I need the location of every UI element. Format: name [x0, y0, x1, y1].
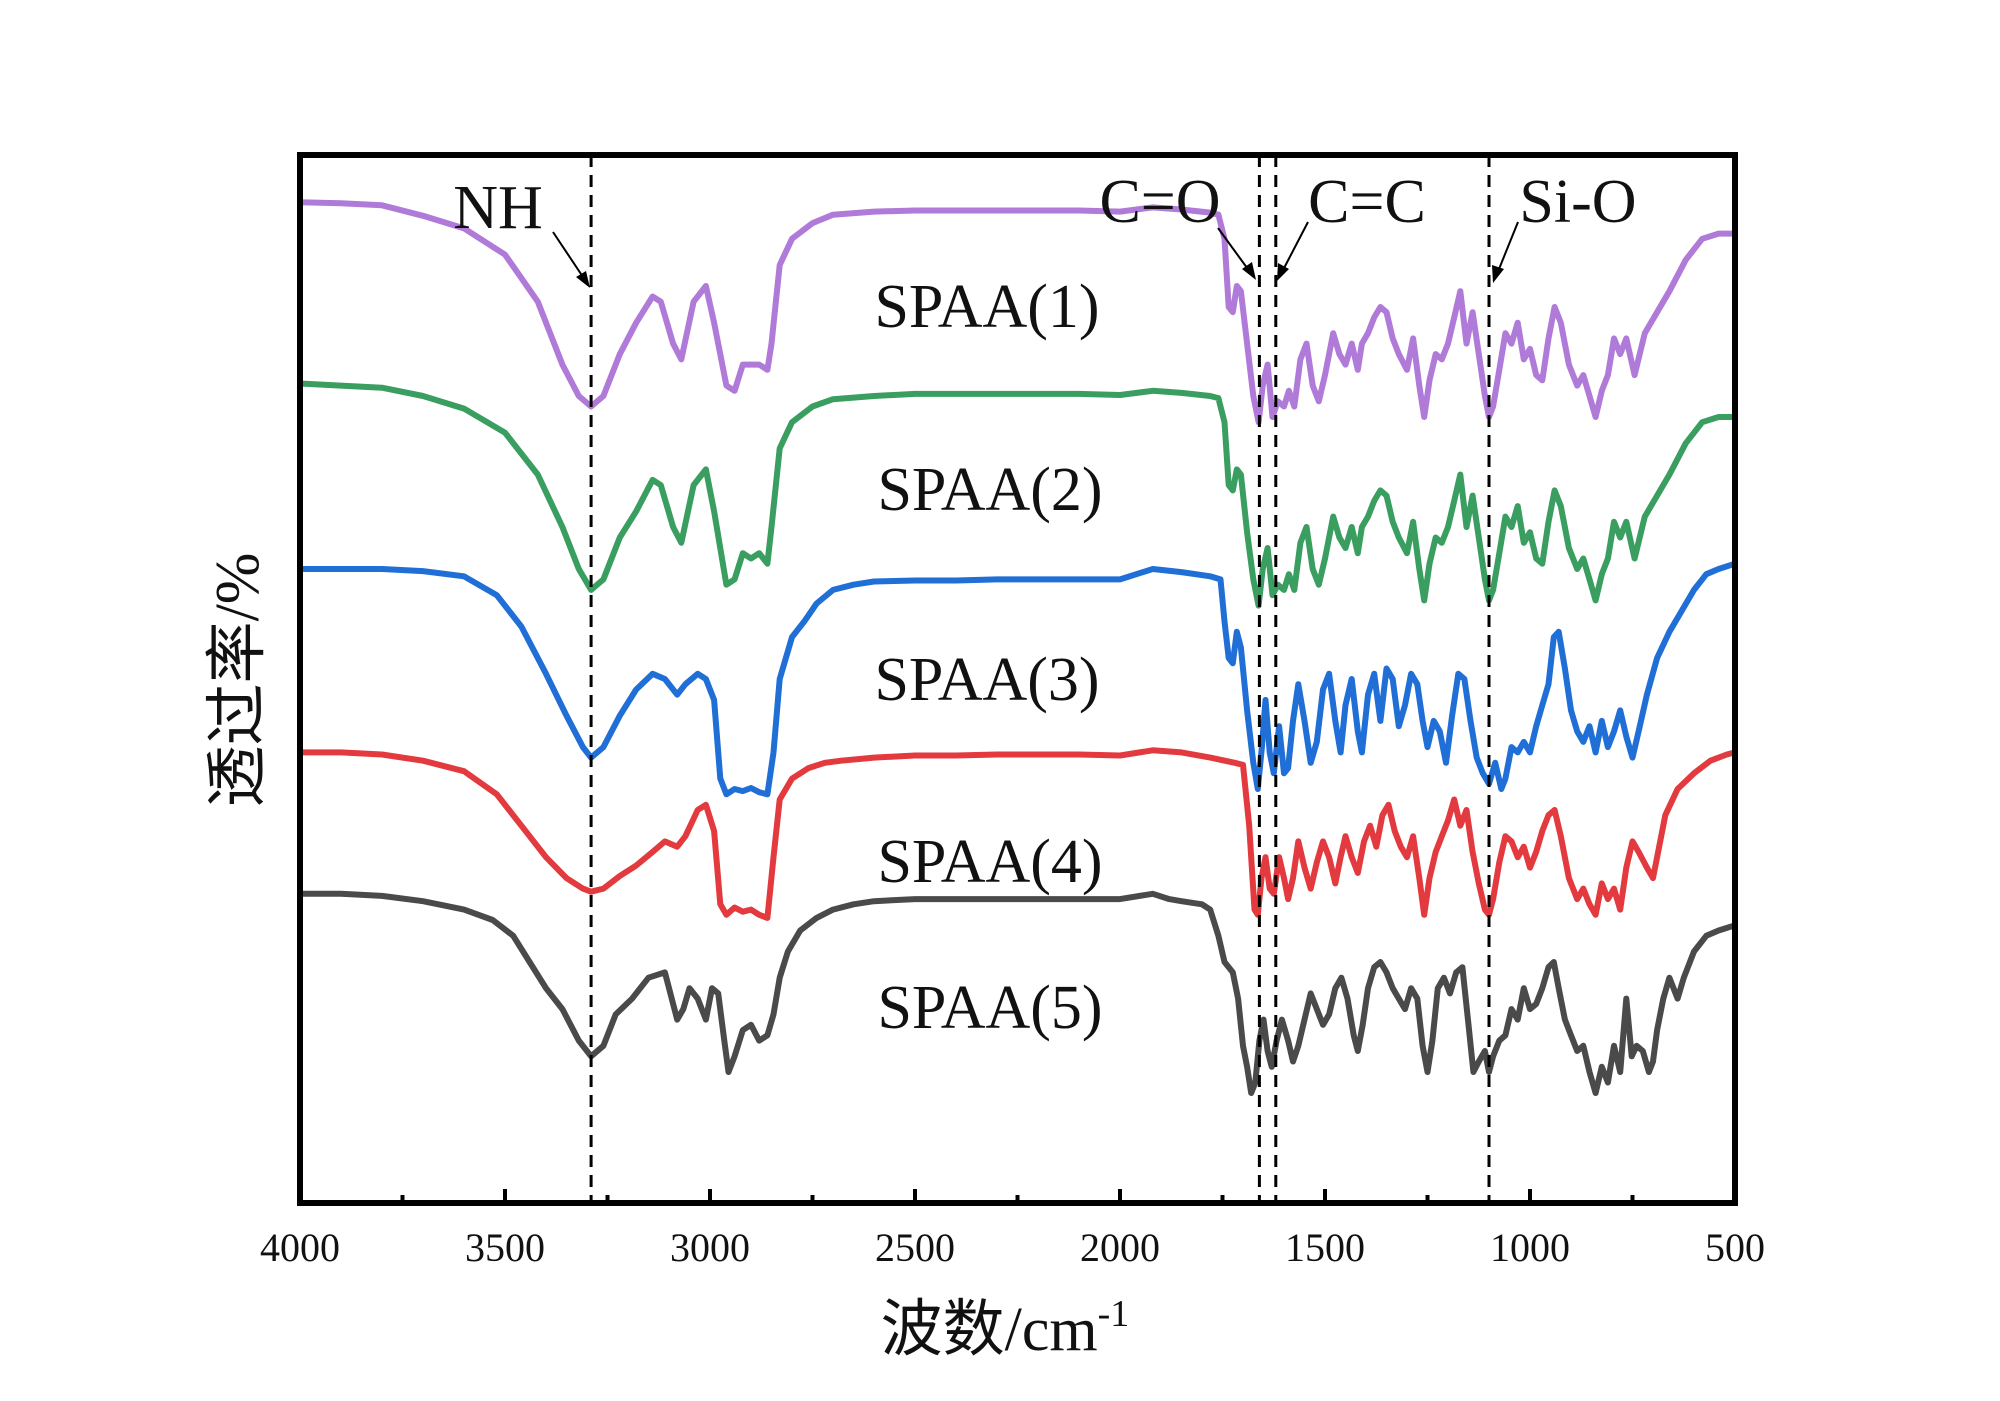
band-annotations: NH C=O C=C Si-O — [453, 168, 1637, 288]
series-labels: SPAA(1) SPAA(2) SPAA(3) SPAA(4) SPAA(5) — [874, 273, 1102, 1042]
series-line-5 — [297, 890, 1738, 1096]
arrow-si-o — [1496, 221, 1519, 275]
arrow-c-c — [1281, 221, 1309, 273]
series-line-1 — [297, 199, 1738, 426]
band-label-c-o: C=O — [1099, 168, 1220, 236]
arrow-c-o — [1217, 227, 1251, 273]
series-line-3 — [297, 560, 1738, 798]
series-label-5: SPAA(5) — [877, 974, 1102, 1042]
x-tick-label-500: 500 — [1705, 1225, 1765, 1270]
series-label-2: SPAA(2) — [877, 456, 1102, 524]
reference-lines — [589, 155, 1491, 1203]
x-axis-ticks: 4000 3500 3000 2500 2000 1500 1000 500 — [260, 1189, 1765, 1270]
series-label-1: SPAA(1) — [874, 273, 1099, 341]
series-line-4 — [297, 747, 1738, 921]
arrow-nh — [552, 231, 586, 281]
arrowhead-c-c — [1277, 263, 1289, 281]
series-label-4: SPAA(4) — [877, 828, 1102, 896]
x-tick-label-1000: 1000 — [1490, 1225, 1570, 1270]
series-label-3: SPAA(3) — [874, 646, 1099, 714]
x-tick-label-3000: 3000 — [670, 1225, 750, 1270]
x-tick-label-2000: 2000 — [1080, 1225, 1160, 1270]
band-label-nh: NH — [453, 174, 543, 242]
y-axis-title: 透过率/% — [204, 553, 272, 808]
arrowhead-si-o — [1492, 265, 1504, 283]
x-tick-label-1500: 1500 — [1285, 1225, 1365, 1270]
x-axis-title-exponent: -1 — [1098, 1293, 1130, 1335]
arrowhead-c-o — [1242, 262, 1256, 280]
series-line-2 — [297, 380, 1738, 609]
band-label-si-o: Si-O — [1519, 168, 1636, 236]
x-tick-label-2500: 2500 — [875, 1225, 955, 1270]
band-label-c-c: C=C — [1308, 168, 1426, 236]
x-axis-title: 波数/cm-1 — [881, 1293, 1130, 1364]
x-tick-label-3500: 3500 — [465, 1225, 545, 1270]
arrowhead-nh — [576, 271, 590, 288]
series-layer — [297, 199, 1738, 1096]
x-tick-label-4000: 4000 — [260, 1225, 340, 1270]
